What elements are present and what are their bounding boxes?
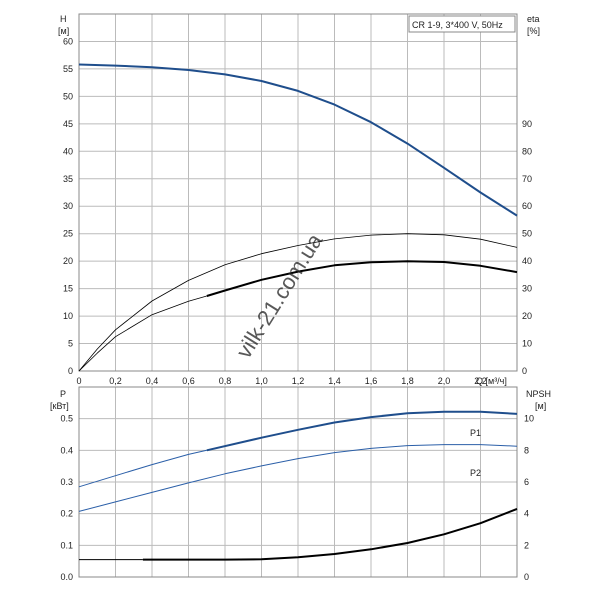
top-series-eta_thin-line (78, 295, 207, 372)
top-plot-frame (78, 13, 518, 372)
top-x-tick-label: 0,2 (109, 376, 122, 386)
top-x-tick-label: 2,0 (438, 376, 451, 386)
top-x-tick-label: 2,2 (474, 376, 487, 386)
top-ylabel-right-line1: eta (527, 14, 540, 24)
top-series-eta_thick-line (206, 260, 518, 297)
top-grid (79, 14, 517, 371)
bottom-y-right-tick-label: 6 (524, 477, 529, 487)
top-y-right-tick-label: 70 (522, 174, 532, 184)
bottom-y-right-tick-label: 8 (524, 445, 529, 455)
top-ylabel-left-line1: H (60, 14, 67, 24)
top-y-tick-label: 5 (68, 339, 73, 349)
top-y-right-tick-label: 20 (522, 311, 532, 321)
top-ylabel-right-line2: [%] (527, 26, 540, 36)
top-y-tick-label: 15 (63, 284, 73, 294)
top-series-head-line (78, 63, 518, 217)
top-y-tick-label: 30 (63, 201, 73, 211)
top-ylabel-left-line2: [м] (58, 26, 69, 36)
bottom-ylabel-right-line2: [м] (535, 401, 546, 411)
top-y-tick-label: 55 (63, 64, 73, 74)
bottom-tick-labels: 0.0 0.1 0.2 0.3 0.4 0.5 0 2 4 6 8 10 (60, 414, 534, 582)
top-y-right-tick-label: 60 (522, 201, 532, 211)
bottom-y-right-tick-label: 10 (524, 414, 534, 424)
bottom-ylabel-left-line1: P (60, 389, 66, 399)
top-y-tick-label: 60 (63, 36, 73, 46)
bottom-series-npsh_thick-line (142, 507, 518, 561)
bottom-y-tick-label: 0.4 (60, 445, 73, 455)
bottom-y-right-tick-label: 0 (524, 572, 529, 582)
top-x-tick-label: 0,4 (146, 376, 159, 386)
bottom-y-tick-label: 0.0 (60, 572, 73, 582)
top-series (78, 63, 518, 372)
top-title-box: CR 1-9, 3*400 V, 50Hz (408, 15, 516, 33)
top-x-tick-label: 0,6 (182, 376, 195, 386)
top-chart-title: CR 1-9, 3*400 V, 50Hz (412, 20, 503, 30)
top-xlabel: Q [м³/ч] (476, 376, 507, 386)
top-y-tick-label: 25 (63, 229, 73, 239)
bottom-y-tick-label: 0.3 (60, 477, 73, 487)
bottom-series (78, 410, 518, 561)
top-y-right-tick-label: 80 (522, 146, 532, 156)
top-x-tick-label: 1,8 (401, 376, 414, 386)
bottom-grid (79, 387, 517, 577)
top-y-right-tick-label: 40 (522, 256, 532, 266)
top-x-tick-label: 1,2 (292, 376, 305, 386)
bottom-series-p_thin-line (78, 444, 518, 512)
top-series-eta_thin-line (78, 233, 518, 372)
bottom-y-right-tick-label: 2 (524, 540, 529, 550)
top-y-tick-label: 45 (63, 119, 73, 129)
top-y-tick-label: 50 (63, 91, 73, 101)
bottom-y-right-tick-label: 4 (524, 509, 529, 519)
title-box-frame (408, 15, 516, 33)
top-y-right-tick-label: 10 (522, 339, 532, 349)
series-label-p2: P2 (470, 468, 481, 478)
bottom-y-tick-label: 0.2 (60, 509, 73, 519)
top-y-tick-label: 0 (68, 366, 73, 376)
top-y-right-tick-label: 0 (522, 366, 527, 376)
top-y-right-tick-label: 90 (522, 119, 532, 129)
top-y-right-tick-label: 50 (522, 229, 532, 239)
top-x-tick-label: 0,8 (219, 376, 232, 386)
top-tick-labels: 0 0,2 0,4 0,6 0,8 1,0 1,2 1,4 1,6 1,8 2,0 2,2 0 5 10 15… (63, 36, 532, 386)
top-x-tick-label: 1,4 (328, 376, 341, 386)
bottom-ylabel-left-line2: [кВт] (50, 401, 69, 411)
top-x-tick-label: 1,0 (255, 376, 268, 386)
series-label-p1: P1 (470, 428, 481, 438)
top-y-tick-label: 10 (63, 311, 73, 321)
bottom-y-tick-label: 0.5 (60, 414, 73, 424)
bottom-y-tick-label: 0.1 (60, 540, 73, 550)
top-y-right-tick-label: 30 (522, 284, 532, 294)
bottom-ylabel-right-line1: NPSH (526, 389, 551, 399)
bottom-plot-frame (78, 386, 518, 578)
top-y-tick-label: 20 (63, 256, 73, 266)
top-x-tick-label: 0 (76, 376, 81, 386)
bottom-series-p_thin-line (78, 449, 207, 488)
bottom-series-p_thick-line (206, 410, 518, 452)
top-y-tick-label: 40 (63, 146, 73, 156)
top-y-tick-label: 35 (63, 174, 73, 184)
top-x-tick-label: 1,6 (365, 376, 378, 386)
